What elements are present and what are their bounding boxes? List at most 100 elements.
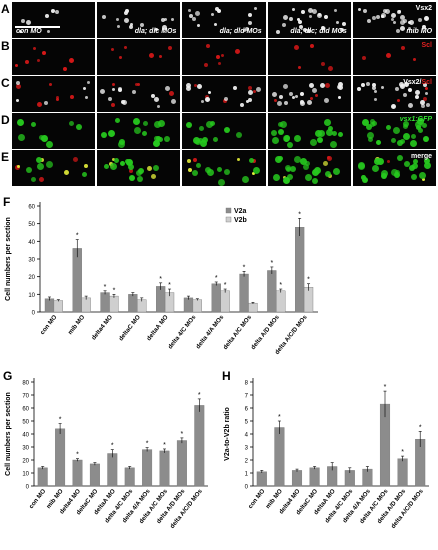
cell-dot <box>325 170 332 177</box>
cell-dot <box>123 10 128 15</box>
micrograph-c3 <box>182 76 266 112</box>
significance-star: * <box>59 417 62 424</box>
cell-dot <box>374 157 382 165</box>
cell-dot <box>361 119 369 127</box>
cell-dot <box>418 17 422 22</box>
cell-dot <box>251 172 255 176</box>
cell-dot <box>385 9 391 15</box>
cell-dot <box>276 30 281 35</box>
cell-dot <box>316 13 322 19</box>
cell-dot <box>248 157 254 163</box>
cell-dot <box>368 136 374 142</box>
cell-dot <box>391 103 397 109</box>
cell-dot <box>148 52 154 58</box>
cell-dot <box>357 87 362 92</box>
cell-dot <box>371 164 379 172</box>
bar-value <box>89 463 100 487</box>
cell-dot <box>408 27 412 31</box>
cell-dot <box>15 98 19 102</box>
cell-dot <box>371 16 376 21</box>
cell-dot <box>338 132 344 138</box>
cell-dot <box>412 163 419 170</box>
cell-dot <box>213 23 217 27</box>
cell-dot <box>337 81 343 87</box>
cell-dot <box>341 22 346 27</box>
cell-dot <box>321 25 326 30</box>
significance-star: * <box>76 452 79 459</box>
y-tick-label: 6 <box>245 407 249 413</box>
category-label: delta 4/A MOs <box>195 313 226 350</box>
cell-dot <box>374 97 378 101</box>
cell-dot <box>403 18 408 23</box>
y-tick-label: 70 <box>22 394 29 400</box>
cell-dot <box>362 56 367 61</box>
cell-dot <box>188 8 192 12</box>
cell-dot <box>17 118 25 126</box>
cell-dot <box>209 121 215 127</box>
cell-dot <box>297 19 302 24</box>
micrograph-a2: dla; dlc MOs <box>97 2 181 38</box>
cell-dot <box>425 86 429 90</box>
significance-star: * <box>104 284 107 291</box>
cell-dot <box>399 84 405 90</box>
y-tick-label: 0 <box>26 485 30 491</box>
cell-dot <box>340 28 345 33</box>
cell-dot <box>168 46 173 51</box>
panel-a-row: con MO dla; dlc MOs dla; dld MOs dla; dl… <box>12 2 437 38</box>
cell-dot <box>360 83 365 88</box>
cell-dot <box>393 126 401 134</box>
cell-dot <box>18 29 22 33</box>
cell-dot <box>36 102 42 108</box>
cell-dot <box>422 96 427 101</box>
cell-dot <box>411 133 417 139</box>
bar-value <box>72 459 83 487</box>
cell-dot <box>334 8 338 12</box>
cell-dot <box>200 100 204 104</box>
micrograph-e5: merge <box>352 150 437 186</box>
cell-dot <box>371 83 376 88</box>
y-tick-label: 20 <box>22 459 29 465</box>
cell-dot <box>139 23 144 28</box>
cell-dot <box>205 44 210 48</box>
y-axis-label: Cell numbers per section <box>5 217 12 301</box>
bar-v2a <box>295 227 305 313</box>
cell-dot <box>335 21 339 25</box>
cell-dot <box>221 54 225 58</box>
cell-dot <box>153 97 159 103</box>
cell-dot <box>44 13 49 18</box>
cell-dot <box>248 86 253 91</box>
cell-dot <box>390 18 394 21</box>
cell-dot <box>218 62 222 66</box>
cell-dot <box>171 17 175 21</box>
bar-value <box>37 467 48 487</box>
cell-dot <box>403 93 408 98</box>
cell-dot <box>361 176 368 183</box>
significance-star: * <box>278 414 281 421</box>
panel-letter-e: E <box>1 150 10 164</box>
category-label: con MO <box>247 488 267 510</box>
cell-dot <box>159 55 163 59</box>
cell-dot <box>107 129 115 137</box>
cell-dot <box>222 99 227 104</box>
cell-dot <box>291 96 295 100</box>
cell-dot <box>129 23 133 27</box>
cell-dot <box>298 25 303 29</box>
cell-dot <box>283 175 287 179</box>
bar-v2a <box>44 298 55 313</box>
cell-dot <box>187 167 192 172</box>
micrograph-a5: mib MO Vsx2 <box>352 2 437 38</box>
micrograph-d3 <box>182 113 266 149</box>
chart-f: F 0 10 20 30 40 50 60 Cell numbers per section co… <box>3 195 318 356</box>
cell-dot <box>15 64 19 68</box>
category-label: delta A/D MOs <box>250 313 282 351</box>
panel-letter-f: F <box>3 195 10 209</box>
condition-label: dla; dld MOs <box>219 28 262 35</box>
bar-v2b <box>276 290 286 313</box>
cell-dot <box>17 165 21 169</box>
bar-v2b <box>303 287 314 313</box>
cell-dot <box>357 163 365 171</box>
significance-star: * <box>401 449 404 456</box>
panel-b-row: Scl <box>12 39 437 75</box>
cell-dot <box>111 157 115 161</box>
cell-dot <box>254 7 258 11</box>
